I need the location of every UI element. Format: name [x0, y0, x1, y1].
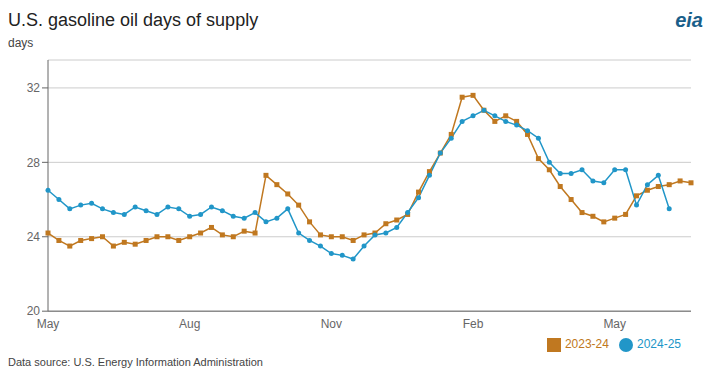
svg-text:24: 24: [27, 230, 41, 244]
svg-text:20: 20: [27, 304, 41, 318]
svg-text:28: 28: [27, 156, 41, 170]
svg-text:Aug: Aug: [179, 317, 200, 331]
html-text:Data source: U.S. Energy Infor: Data source: U.S. Energy Information Adm…: [8, 356, 263, 368]
svg-text:Feb: Feb: [463, 317, 484, 331]
svg-text:32: 32: [27, 81, 41, 95]
svg-text:May: May: [37, 317, 60, 331]
svg-text:Nov: Nov: [321, 317, 342, 331]
html-text:2024-25: 2024-25: [637, 337, 681, 352]
html-text:2023-24: 2023-24: [564, 337, 609, 352]
html-text:days: days: [8, 36, 34, 50]
html-text:U.S. gasoline oil days of supp: U.S. gasoline oil days of supply: [8, 10, 259, 30]
html-text:eia: eia: [675, 9, 703, 31]
svg-text:May: May: [603, 317, 626, 331]
